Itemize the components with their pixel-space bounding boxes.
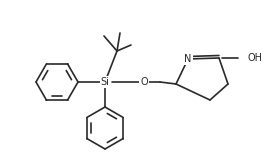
Text: Si: Si: [101, 77, 109, 87]
Text: OH: OH: [247, 53, 262, 63]
Text: O: O: [140, 77, 148, 87]
Text: N: N: [184, 54, 192, 64]
